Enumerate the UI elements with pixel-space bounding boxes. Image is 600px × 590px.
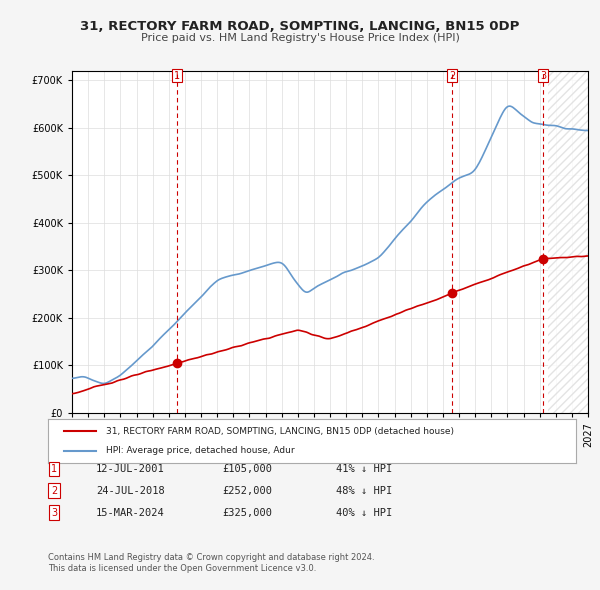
Text: £105,000: £105,000 bbox=[222, 464, 272, 474]
Text: 24-JUL-2018: 24-JUL-2018 bbox=[96, 486, 165, 496]
Text: 3: 3 bbox=[540, 71, 546, 81]
Text: 2: 2 bbox=[449, 71, 455, 81]
Text: £325,000: £325,000 bbox=[222, 508, 272, 517]
Text: 48% ↓ HPI: 48% ↓ HPI bbox=[336, 486, 392, 496]
Text: 15-MAR-2024: 15-MAR-2024 bbox=[96, 508, 165, 517]
Text: Contains HM Land Registry data © Crown copyright and database right 2024.
This d: Contains HM Land Registry data © Crown c… bbox=[48, 553, 374, 573]
Text: Price paid vs. HM Land Registry's House Price Index (HPI): Price paid vs. HM Land Registry's House … bbox=[140, 34, 460, 43]
Text: 31, RECTORY FARM ROAD, SOMPTING, LANCING, BN15 0DP (detached house): 31, RECTORY FARM ROAD, SOMPTING, LANCING… bbox=[106, 427, 454, 436]
Text: 31, RECTORY FARM ROAD, SOMPTING, LANCING, BN15 0DP: 31, RECTORY FARM ROAD, SOMPTING, LANCING… bbox=[80, 20, 520, 33]
Text: 2: 2 bbox=[51, 486, 57, 496]
Text: HPI: Average price, detached house, Adur: HPI: Average price, detached house, Adur bbox=[106, 446, 295, 455]
Text: 1: 1 bbox=[174, 71, 181, 81]
Text: £252,000: £252,000 bbox=[222, 486, 272, 496]
Text: 3: 3 bbox=[51, 508, 57, 517]
Text: 41% ↓ HPI: 41% ↓ HPI bbox=[336, 464, 392, 474]
Text: 1: 1 bbox=[51, 464, 57, 474]
Text: 40% ↓ HPI: 40% ↓ HPI bbox=[336, 508, 392, 517]
Text: 12-JUL-2001: 12-JUL-2001 bbox=[96, 464, 165, 474]
